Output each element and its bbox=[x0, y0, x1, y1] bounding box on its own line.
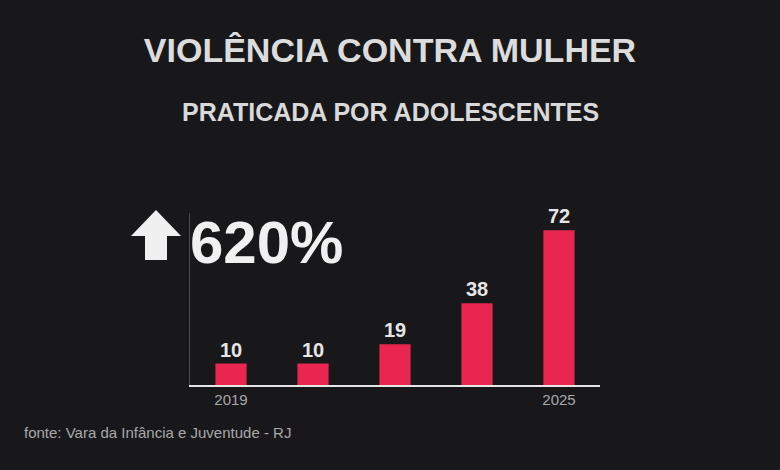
svg-text:72: 72 bbox=[548, 205, 570, 227]
svg-text:620%: 620% bbox=[190, 209, 343, 276]
svg-text:2025: 2025 bbox=[542, 391, 575, 408]
svg-text:VIOLÊNCIA CONTRA MULHER: VIOLÊNCIA CONTRA MULHER bbox=[144, 31, 636, 69]
svg-text:19: 19 bbox=[384, 319, 406, 341]
svg-text:2019: 2019 bbox=[214, 391, 247, 408]
svg-text:10: 10 bbox=[220, 339, 242, 361]
svg-text:fonte: Vara da Infância e Juve: fonte: Vara da Infância e Juventude - RJ bbox=[24, 424, 291, 441]
svg-text:PRATICADA POR ADOLESCENTES: PRATICADA POR ADOLESCENTES bbox=[182, 98, 599, 126]
svg-text:38: 38 bbox=[466, 278, 488, 300]
svg-text:10: 10 bbox=[302, 339, 324, 361]
